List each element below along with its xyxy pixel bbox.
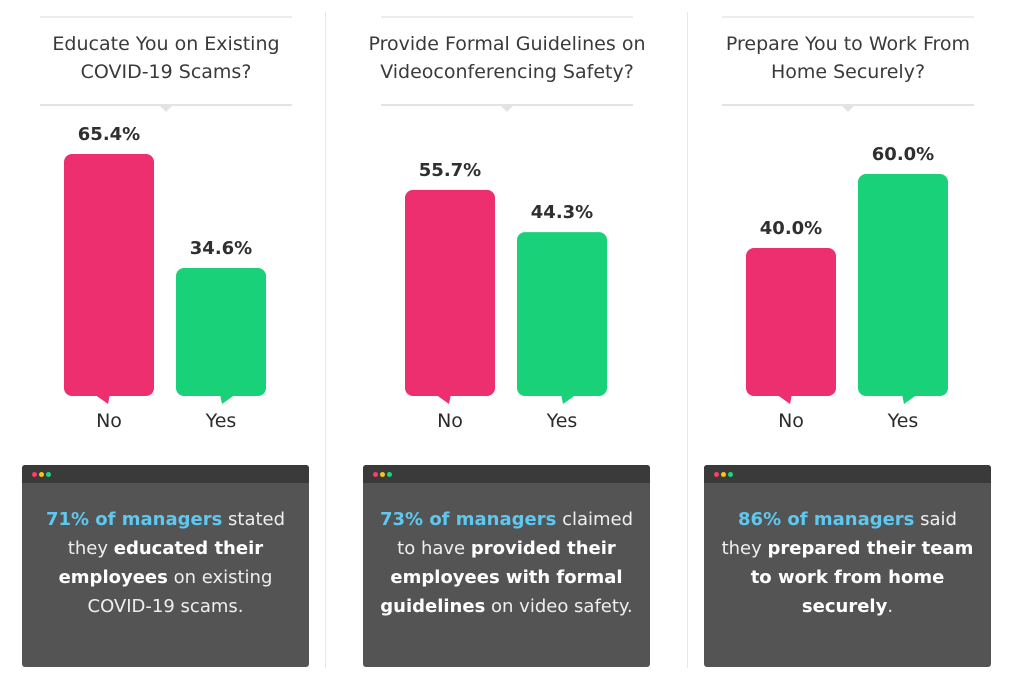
value-label: 65.4% — [78, 124, 140, 145]
body-text: . — [887, 596, 894, 617]
bar-rect — [517, 232, 607, 396]
bar-tail — [435, 394, 451, 404]
card-text: 71% of managers stated they educated the… — [36, 505, 295, 621]
category-label: Yes — [205, 410, 237, 432]
bar-rect — [176, 267, 266, 396]
bar-chart-svg: 65.4% No 34.6% Yes — [64, 124, 266, 432]
bar-no — [64, 154, 154, 404]
top-rule — [722, 16, 974, 18]
category-label: No — [437, 410, 463, 432]
window-dot-yellow-icon — [39, 472, 44, 477]
value-label: 44.3% — [531, 202, 593, 223]
question-rule — [40, 104, 292, 106]
rule-notch — [842, 106, 854, 112]
card-window-bar — [22, 465, 309, 483]
bar-rect — [858, 174, 948, 396]
stat-highlight: 71% of managers — [45, 509, 223, 530]
bar-yes — [176, 267, 266, 404]
window-dot-yellow-icon — [380, 472, 385, 477]
top-rule — [40, 16, 292, 18]
bar-tail — [776, 394, 792, 404]
card-window-bar — [363, 465, 650, 483]
bar-yes — [858, 174, 948, 404]
survey-panel-3: Prepare You to Work From Home Securely? … — [682, 0, 1023, 693]
summary-card: 73% of managers claimed to have provided… — [363, 465, 650, 667]
question-title: Prepare You to Work From Home Securely? — [725, 33, 971, 83]
summary-card: 86% of managers said they prepared their… — [704, 465, 991, 667]
question-title: Provide Formal Guidelines on Videoconfer… — [368, 33, 646, 83]
category-label: Yes — [546, 410, 578, 432]
top-rule — [381, 16, 633, 18]
category-label: No — [96, 410, 122, 432]
window-dot-green-icon — [46, 472, 51, 477]
emphasis-text: prepared their team to work from home se… — [750, 538, 974, 617]
body-text: on existing COVID-19 scams. — [87, 567, 273, 617]
survey-panel-1: Educate You on Existing COVID-19 Scams? … — [0, 0, 341, 693]
summary-card: 71% of managers stated they educated the… — [22, 465, 309, 667]
bar-chart: 55.7% No 44.3% Yes — [341, 0, 682, 440]
bar-chart: 65.4% No 34.6% Yes — [0, 0, 341, 440]
window-dot-red-icon — [373, 472, 378, 477]
question-title: Educate You on Existing COVID-19 Scams? — [52, 33, 280, 83]
body-text: on video safety. — [485, 596, 633, 617]
card-window-bar — [704, 465, 991, 483]
emphasis-text: provided their employees with formal gui… — [380, 538, 623, 617]
value-label: 55.7% — [419, 160, 481, 181]
bar-no — [405, 189, 495, 404]
bar-chart: 40.0% No 60.0% Yes — [682, 0, 1023, 440]
value-label: 60.0% — [872, 144, 934, 165]
window-dot-green-icon — [387, 472, 392, 477]
body-text: claimed to have — [397, 509, 634, 559]
body-text: said they — [721, 509, 957, 559]
stat-highlight: 73% of managers — [379, 509, 557, 530]
bar-chart-svg: 55.7% No 44.3% Yes — [405, 160, 607, 432]
bar-tail — [902, 394, 918, 404]
bar-rect — [405, 189, 495, 396]
panel-divider — [687, 12, 688, 668]
card-text: 73% of managers claimed to have provided… — [377, 505, 636, 621]
bar-rect — [64, 154, 154, 396]
value-label: 40.0% — [760, 218, 822, 239]
category-label: Yes — [887, 410, 919, 432]
bar-tail — [220, 394, 236, 404]
window-dot-green-icon — [728, 472, 733, 477]
rule-notch — [501, 106, 513, 112]
question-rule — [381, 104, 633, 106]
rule-notch — [160, 106, 172, 112]
bar-chart-svg: 40.0% No 60.0% Yes — [746, 144, 948, 432]
category-label: No — [778, 410, 804, 432]
emphasis-text: educated their employees — [58, 538, 264, 588]
window-dot-red-icon — [714, 472, 719, 477]
bar-no — [746, 248, 836, 404]
survey-panel-2: Provide Formal Guidelines on Videoconfer… — [341, 0, 682, 693]
window-dot-red-icon — [32, 472, 37, 477]
stat-highlight: 86% of managers — [738, 509, 915, 530]
bar-yes — [517, 232, 607, 404]
bar-tail — [561, 394, 577, 404]
value-label: 34.6% — [190, 238, 252, 259]
card-text: 86% of managers said they prepared their… — [718, 505, 977, 621]
body-text: stated they — [67, 509, 286, 559]
window-dot-yellow-icon — [721, 472, 726, 477]
question-rule — [722, 104, 974, 106]
bar-tail — [94, 394, 110, 404]
bar-rect — [746, 248, 836, 396]
panel-divider — [325, 12, 326, 668]
